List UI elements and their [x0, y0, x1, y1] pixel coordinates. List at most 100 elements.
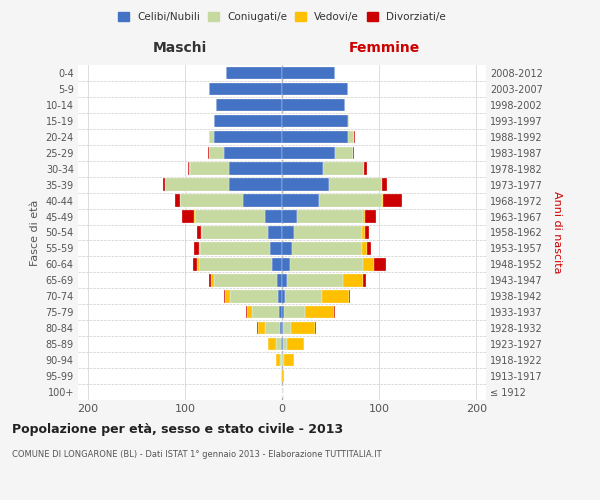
Text: COMUNE DI LONGARONE (BL) - Dati ISTAT 1° gennaio 2013 - Elaborazione TUTTITALIA.: COMUNE DI LONGARONE (BL) - Dati ISTAT 1°… — [12, 450, 382, 459]
Bar — [208, 146, 209, 159]
Bar — [209, 82, 282, 95]
Bar — [268, 226, 282, 238]
Bar — [282, 114, 348, 127]
Bar — [362, 210, 365, 223]
Bar — [293, 226, 362, 238]
Legend: Celibi/Nubili, Coniugati/e, Vedovi/e, Divorziati/e: Celibi/Nubili, Coniugati/e, Vedovi/e, Di… — [114, 8, 450, 26]
Bar — [282, 338, 283, 350]
Bar — [365, 210, 376, 223]
Bar — [329, 178, 382, 191]
Bar — [282, 194, 319, 207]
Bar — [199, 258, 272, 270]
Bar — [197, 226, 202, 238]
Text: Maschi: Maschi — [153, 41, 207, 55]
Bar — [362, 274, 365, 286]
Bar — [246, 306, 247, 318]
Bar — [282, 67, 335, 79]
Bar — [283, 338, 287, 350]
Bar — [182, 210, 194, 223]
Bar — [382, 194, 383, 207]
Bar — [211, 274, 214, 286]
Bar — [209, 146, 224, 159]
Bar — [229, 178, 282, 191]
Bar — [282, 354, 284, 366]
Bar — [362, 226, 365, 238]
Bar — [194, 242, 199, 254]
Bar — [224, 290, 230, 302]
Bar — [282, 322, 283, 334]
Bar — [276, 338, 281, 350]
Text: Popolazione per età, sesso e stato civile - 2013: Popolazione per età, sesso e stato civil… — [12, 422, 343, 436]
Bar — [349, 290, 350, 302]
Bar — [280, 354, 282, 366]
Bar — [282, 130, 348, 143]
Bar — [243, 194, 282, 207]
Bar — [290, 258, 362, 270]
Bar — [193, 258, 197, 270]
Bar — [257, 322, 258, 334]
Bar — [166, 178, 229, 191]
Bar — [163, 178, 166, 191]
Bar — [278, 290, 282, 302]
Bar — [281, 338, 282, 350]
Bar — [353, 146, 354, 159]
Bar — [343, 274, 362, 286]
Bar — [209, 274, 211, 286]
Bar — [364, 162, 367, 175]
Bar — [305, 306, 334, 318]
Bar — [197, 258, 199, 270]
Bar — [268, 338, 276, 350]
Bar — [282, 258, 290, 270]
Bar — [282, 82, 348, 95]
Bar — [348, 114, 349, 127]
Bar — [277, 274, 282, 286]
Bar — [319, 194, 382, 207]
Bar — [265, 322, 280, 334]
Y-axis label: Anni di nascita: Anni di nascita — [553, 191, 562, 274]
Bar — [271, 242, 282, 254]
Bar — [282, 306, 284, 318]
Bar — [276, 354, 280, 366]
Bar — [284, 306, 305, 318]
Bar — [230, 290, 278, 302]
Bar — [280, 322, 282, 334]
Bar — [362, 258, 374, 270]
Bar — [291, 322, 315, 334]
Bar — [283, 322, 291, 334]
Text: Femmine: Femmine — [349, 41, 419, 55]
Bar — [188, 162, 189, 175]
Bar — [296, 210, 362, 223]
Bar — [209, 130, 214, 143]
Bar — [348, 130, 354, 143]
Bar — [362, 242, 367, 254]
Bar — [365, 226, 370, 238]
Bar — [282, 178, 329, 191]
Bar — [323, 162, 364, 175]
Bar — [216, 98, 282, 111]
Bar — [282, 290, 285, 302]
Bar — [285, 290, 322, 302]
Bar — [247, 306, 252, 318]
Bar — [194, 210, 265, 223]
Bar — [282, 210, 296, 223]
Bar — [322, 290, 349, 302]
Bar — [189, 162, 190, 175]
Bar — [282, 370, 284, 382]
Bar — [354, 130, 355, 143]
Bar — [272, 258, 282, 270]
Bar — [190, 162, 229, 175]
Bar — [214, 130, 282, 143]
Bar — [282, 162, 323, 175]
Bar — [382, 178, 387, 191]
Bar — [214, 114, 282, 127]
Bar — [383, 194, 403, 207]
Bar — [279, 306, 282, 318]
Bar — [282, 242, 292, 254]
Bar — [229, 162, 282, 175]
Bar — [287, 274, 343, 286]
Bar — [282, 98, 345, 111]
Bar — [214, 274, 277, 286]
Bar — [258, 322, 265, 334]
Bar — [252, 306, 279, 318]
Bar — [367, 242, 371, 254]
